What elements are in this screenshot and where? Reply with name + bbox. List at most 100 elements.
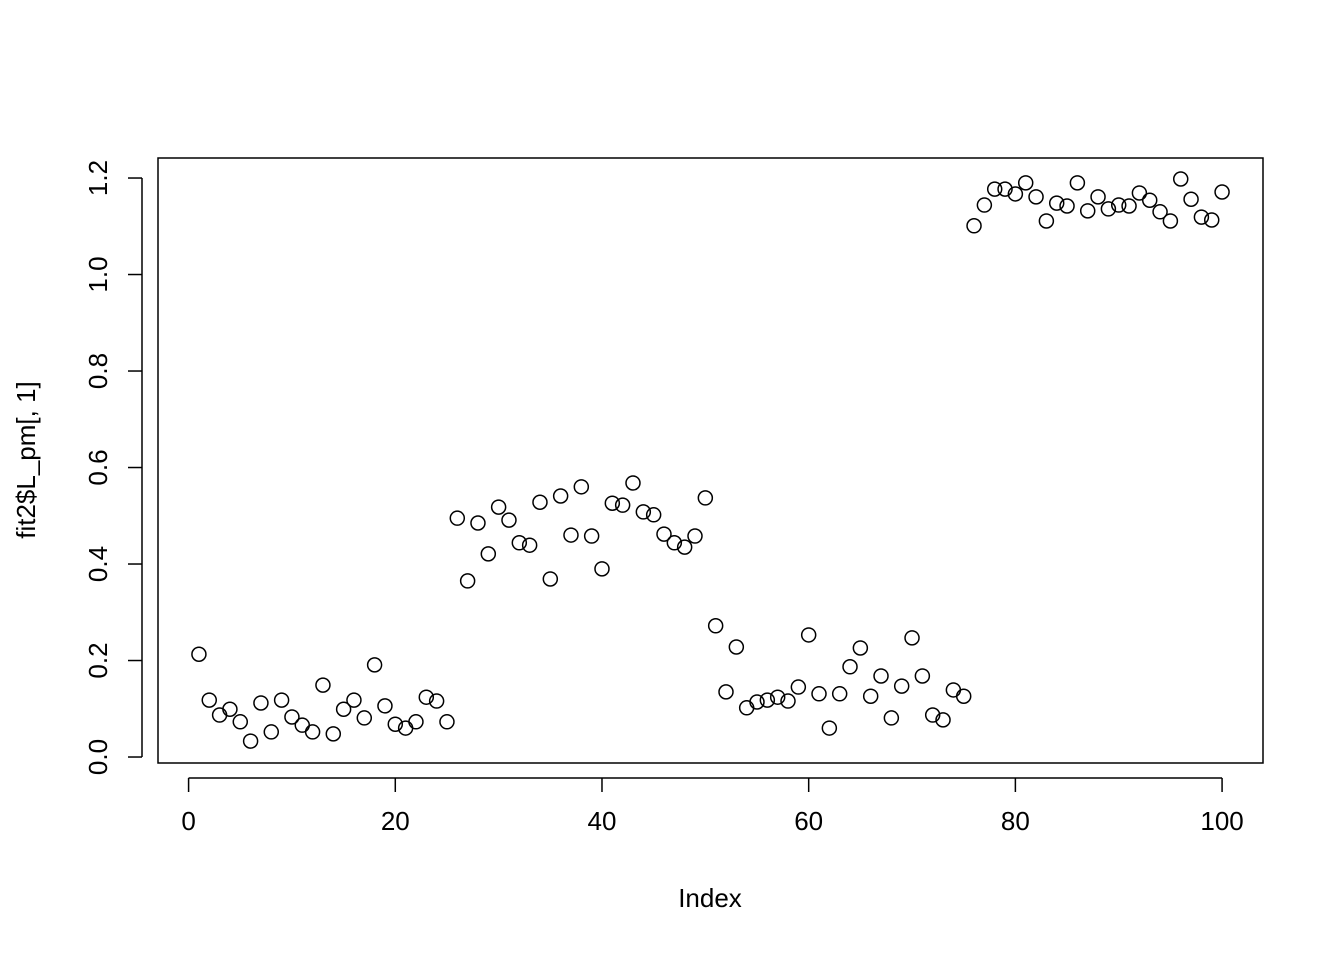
y-tick-label: 1.0: [83, 256, 113, 292]
point: [666, 535, 683, 551]
point: [408, 714, 424, 730]
point: [1162, 213, 1179, 229]
y-tick-label: 0.6: [83, 449, 113, 485]
point: [1141, 192, 1158, 208]
point: [201, 692, 218, 708]
point: [315, 677, 331, 693]
point: [1152, 204, 1168, 220]
point: [542, 571, 559, 587]
point: [563, 527, 579, 543]
point: [749, 694, 765, 710]
point: [738, 700, 755, 716]
point: [862, 688, 879, 704]
x-tick-label: 60: [794, 806, 823, 836]
point: [263, 724, 280, 740]
point: [1048, 195, 1065, 211]
x-tick-label: 20: [381, 806, 410, 836]
point: [1017, 175, 1034, 191]
point: [428, 693, 445, 709]
point: [1079, 203, 1096, 219]
point: [707, 618, 724, 634]
point: [211, 707, 228, 723]
point: [377, 698, 393, 714]
x-tick-label: 80: [1001, 806, 1030, 836]
point: [966, 218, 982, 234]
y-tick-label: 1.2: [83, 160, 113, 196]
point: [635, 504, 652, 520]
plot-box: [157, 157, 1264, 764]
point: [1038, 213, 1055, 229]
point: [1172, 171, 1189, 187]
point: [459, 573, 476, 589]
point: [687, 528, 703, 544]
point: [1090, 189, 1106, 205]
point: [831, 686, 848, 702]
x-axis-title: Index: [678, 883, 742, 913]
point: [728, 639, 745, 655]
point: [573, 479, 590, 495]
point: [955, 688, 972, 704]
point: [470, 515, 486, 531]
point: [480, 546, 497, 562]
point: [852, 640, 869, 656]
point: [490, 499, 507, 515]
point: [366, 657, 383, 673]
point: [1183, 191, 1199, 208]
point: [604, 495, 621, 511]
point: [418, 689, 435, 705]
point: [1100, 201, 1117, 217]
point: [1214, 184, 1230, 200]
x-tick-label: 40: [588, 806, 617, 836]
point: [893, 678, 910, 694]
point: [811, 686, 827, 702]
point: [552, 488, 569, 504]
x-tick-label: 100: [1200, 806, 1243, 836]
x-tick-label: 0: [181, 806, 195, 836]
point: [656, 526, 672, 542]
point: [718, 684, 734, 700]
point: [924, 707, 941, 723]
y-tick-label: 0.4: [83, 546, 113, 582]
point: [1131, 185, 1148, 201]
point: [645, 507, 662, 523]
y-tick-label: 0.0: [83, 739, 113, 775]
point: [335, 701, 352, 718]
point: [997, 181, 1013, 197]
point: [883, 710, 900, 726]
point: [1007, 186, 1024, 202]
point: [976, 197, 993, 213]
point: [346, 692, 362, 708]
point: [387, 716, 404, 732]
point: [904, 630, 920, 646]
point: [780, 693, 796, 709]
point: [614, 497, 631, 513]
point: [222, 701, 238, 718]
point: [232, 714, 249, 730]
point: [945, 682, 962, 698]
y-axis-title: fit2$L_pm[, 1]: [11, 381, 41, 539]
point: [1059, 198, 1075, 214]
point: [273, 692, 290, 708]
point: [1121, 198, 1137, 214]
point: [242, 733, 259, 749]
point: [449, 510, 466, 526]
point: [873, 668, 889, 684]
point: [769, 689, 786, 705]
point: [1203, 212, 1220, 228]
point: [1193, 209, 1210, 225]
point: [439, 714, 455, 730]
point: [191, 646, 207, 662]
point: [676, 539, 693, 555]
point: [800, 627, 817, 643]
point: [294, 717, 311, 733]
point: [842, 659, 858, 675]
point: [759, 692, 776, 708]
point: [284, 709, 300, 725]
y-tick-label: 0.2: [83, 642, 113, 678]
point: [790, 679, 807, 695]
point: [1069, 175, 1086, 191]
point: [1028, 189, 1044, 205]
point: [583, 528, 600, 544]
point: [1110, 197, 1127, 213]
